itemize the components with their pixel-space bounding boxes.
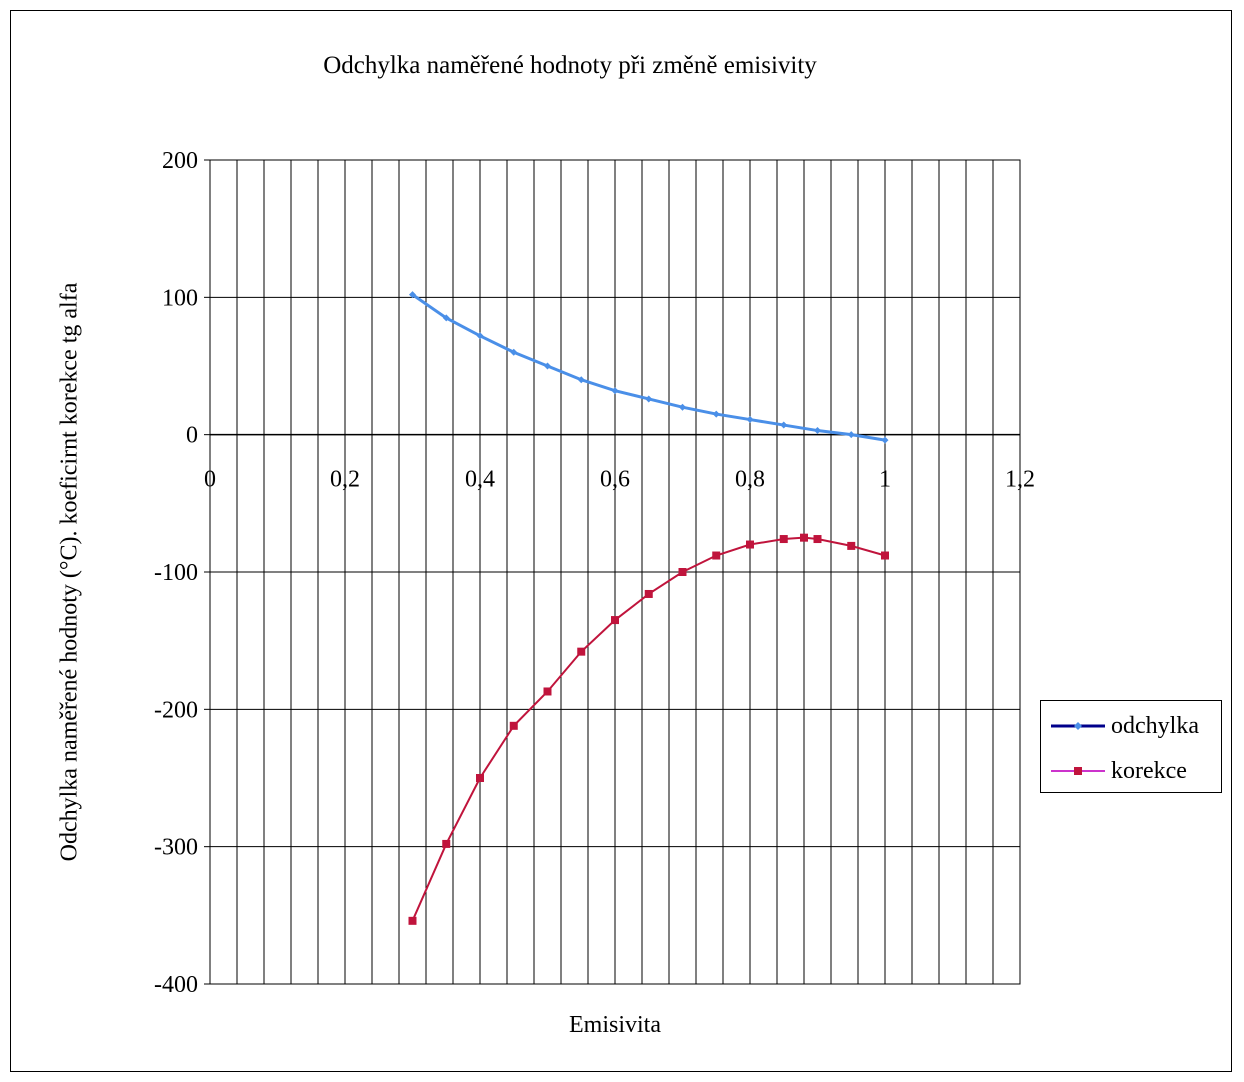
data-point-korekce xyxy=(712,551,721,560)
legend: odchylka korekce xyxy=(1040,700,1222,793)
data-point-odchylka xyxy=(847,431,855,439)
y-tick-label: -300 xyxy=(154,835,198,861)
x-tick-label: 0,4 xyxy=(465,467,495,493)
legend-label-korekce: korekce xyxy=(1111,757,1187,784)
data-point-korekce xyxy=(442,839,451,848)
plot-border xyxy=(209,159,1021,985)
x-tick-label: 0 xyxy=(204,467,216,493)
data-point-odchylka xyxy=(679,403,686,411)
data-point-odchylka xyxy=(746,416,754,424)
series-line-odchylka xyxy=(411,293,886,442)
data-point-odchylka xyxy=(409,291,416,299)
x-tick-label: 1 xyxy=(879,467,891,493)
data-point-korekce xyxy=(543,687,552,696)
y-tick-label: -100 xyxy=(154,560,198,586)
legend-item-odchylka: odchylka xyxy=(1049,711,1199,741)
y-tick-label: -400 xyxy=(154,972,198,998)
data-point-korekce xyxy=(408,916,417,925)
x-tick-label: 0,8 xyxy=(735,467,765,493)
data-point-odchylka xyxy=(442,314,450,322)
x-tick-label: 0,2 xyxy=(330,467,360,493)
x-tick-label: 1,2 xyxy=(1005,467,1035,493)
data-point-odchylka xyxy=(611,387,619,395)
data-point-korekce xyxy=(678,568,687,576)
y-tick-label: 0 xyxy=(186,423,198,449)
data-point-odchylka xyxy=(780,421,788,429)
x-axis-title: Emisivita xyxy=(569,1012,661,1038)
legend-label-odchylka: odchylka xyxy=(1111,712,1199,739)
data-point-odchylka xyxy=(712,410,720,418)
legend-item-korekce: korekce xyxy=(1049,756,1187,786)
data-point-korekce xyxy=(611,616,619,625)
y-tick-label: 100 xyxy=(162,285,198,311)
data-point-odchylka xyxy=(645,395,653,403)
data-point-odchylka xyxy=(510,348,518,356)
y-tick-label: -200 xyxy=(154,697,198,723)
data-point-korekce xyxy=(800,533,808,542)
x-tick-label: 0,6 xyxy=(600,467,630,493)
chart-title: Odchylka naměřené hodnoty při změně emis… xyxy=(323,52,817,79)
series-line-korekce xyxy=(411,536,886,922)
data-point-odchylka xyxy=(881,436,889,444)
data-point-odchylka xyxy=(544,362,551,370)
data-point-korekce xyxy=(644,589,653,598)
chart-frame xyxy=(10,10,1232,1072)
data-point-korekce xyxy=(881,551,889,560)
data-point-korekce xyxy=(476,774,484,782)
data-point-korekce xyxy=(813,535,822,544)
data-point-korekce xyxy=(746,540,754,549)
data-point-odchylka xyxy=(814,427,821,435)
data-point-odchylka xyxy=(476,332,484,340)
data-point-korekce xyxy=(509,721,518,730)
legend-swatch-korekce xyxy=(1051,767,1105,775)
data-point-korekce xyxy=(779,535,788,544)
data-point-odchylka xyxy=(577,376,585,384)
legend-swatch-odchylka xyxy=(1051,722,1105,730)
y-tick-label: 200 xyxy=(162,148,198,174)
data-point-korekce xyxy=(577,647,586,656)
data-point-korekce xyxy=(847,541,856,550)
